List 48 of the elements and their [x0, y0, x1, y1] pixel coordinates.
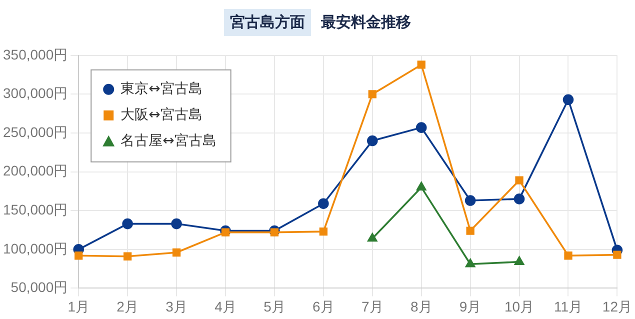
point: [613, 250, 622, 259]
point: [416, 122, 427, 133]
point: [74, 252, 83, 260]
x-tick-label: 3月: [166, 298, 188, 314]
point: [515, 176, 524, 184]
point: [172, 248, 181, 257]
point: [270, 228, 279, 236]
y-tick-label: 350,000円: [2, 46, 68, 62]
y-tick-label: 250,000円: [2, 124, 68, 140]
point: [171, 218, 182, 230]
point: [562, 94, 574, 106]
point: [318, 198, 329, 210]
x-tick-label: 10月: [504, 298, 534, 314]
point: [466, 258, 476, 268]
y-tick-label: 50,000円: [10, 279, 68, 296]
y-tick-label: 300,000円: [2, 85, 68, 102]
x-tick-label: 4月: [214, 298, 236, 314]
point: [221, 228, 230, 236]
point: [564, 252, 572, 260]
x-tick-label: 2月: [116, 298, 138, 314]
point: [366, 135, 378, 146]
x-tick-label: 9月: [459, 298, 482, 314]
point: [368, 233, 378, 242]
point: [123, 252, 132, 260]
chart-title: 宮古島方面: [224, 8, 311, 36]
legend-label: 東京↔宮古島: [120, 81, 202, 98]
point: [514, 194, 525, 204]
chart-subtitle: 最安料金推移: [321, 12, 411, 32]
x-tick-label: 1月: [68, 298, 90, 314]
x-tick-label: 5月: [264, 298, 286, 314]
point: [319, 227, 328, 236]
point: [464, 195, 476, 206]
x-tick-label: 8月: [410, 298, 432, 314]
y-tick-label: 200,000円: [2, 162, 68, 179]
point: [416, 182, 426, 190]
legend-label: 大阪↔宮古島: [120, 107, 202, 124]
y-tick-label: 100,000円: [2, 240, 68, 256]
x-tick-label: 11月: [554, 298, 583, 314]
point: [466, 226, 474, 235]
point: [417, 60, 426, 69]
point: [122, 218, 133, 230]
legend-label: 名古屋↔宮古島: [120, 133, 216, 150]
y-tick-label: 150,000円: [2, 201, 68, 218]
x-tick-label: 12月: [602, 298, 632, 314]
point: [514, 256, 524, 265]
x-tick-label: 6月: [312, 298, 334, 314]
point: [368, 90, 376, 98]
x-tick-label: 7月: [361, 298, 384, 314]
